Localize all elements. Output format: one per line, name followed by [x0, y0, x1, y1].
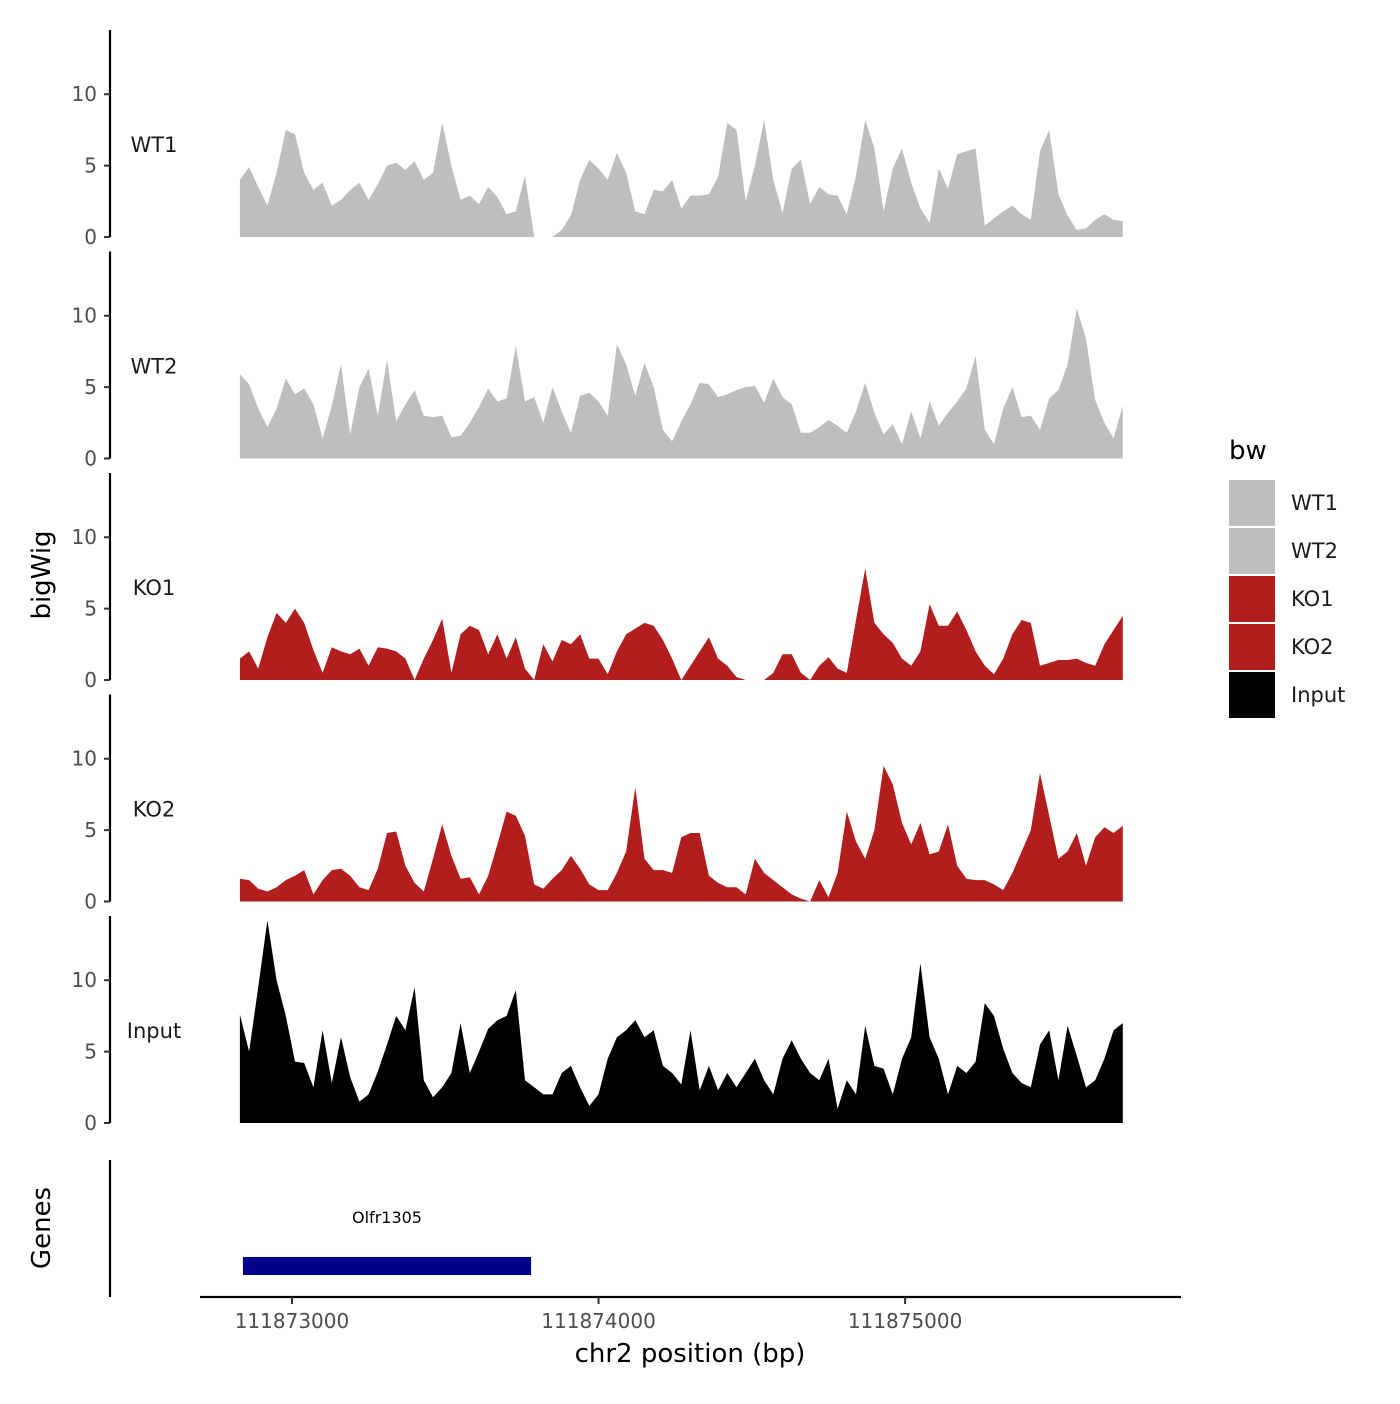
legend-item-input: Input — [1229, 672, 1345, 718]
y-tick-label-ko2-5: 5 — [84, 818, 97, 842]
legend-item-ko1: KO1 — [1229, 576, 1334, 622]
legend-swatch-ko2 — [1229, 624, 1275, 670]
y-tick-label-ko1-10: 10 — [72, 525, 97, 549]
track-input: 0 5 10 Input — [72, 916, 1123, 1135]
legend-label-ko2: KO2 — [1291, 635, 1334, 659]
genes-axis-title: Genes — [27, 1187, 57, 1269]
y-tick-label-wt1-10: 10 — [72, 82, 97, 106]
y-tick-label-input-0: 0 — [84, 1111, 97, 1135]
y-tick-label-wt1-0: 0 — [84, 225, 97, 249]
legend-item-wt2: WT2 — [1229, 528, 1338, 574]
track-label-input: Input — [127, 1019, 181, 1043]
y-axis-title: bigWig — [27, 530, 57, 619]
x-tick-label-111874000: 111874000 — [541, 1309, 656, 1333]
legend-title: bw — [1229, 436, 1267, 466]
legend-label-input: Input — [1291, 683, 1345, 707]
track-ko1: 0 5 10 KO1 — [72, 473, 1123, 692]
track-label-wt1: WT1 — [131, 133, 178, 157]
x-tick-label-111873000: 111873000 — [235, 1309, 350, 1333]
y-tick-label-ko1-0: 0 — [84, 668, 97, 692]
track-label-ko1: KO1 — [133, 576, 176, 600]
track-wt2: 0 5 10 WT2 — [72, 251, 1123, 471]
track-ko2: 0 5 10 KO2 — [72, 694, 1123, 914]
legend-label-wt1: WT1 — [1291, 491, 1338, 515]
y-tick-label-ko2-10: 10 — [72, 747, 97, 771]
y-tick-label-wt2-0: 0 — [84, 447, 97, 471]
legend-label-ko1: KO1 — [1291, 587, 1334, 611]
genes-layer: Olfr1305 — [108, 1160, 532, 1297]
legend-swatch-wt1 — [1229, 480, 1275, 526]
tracks-layer: 0 5 10 WT1 0 5 10 WT2 0 5 10 KO1 0 5 10 KO2 0 5 10 Input — [72, 30, 1123, 1135]
track-label-wt2: WT2 — [131, 355, 178, 379]
gene-olfr1305: Olfr1305 — [242, 1208, 532, 1275]
legend-swatch-wt2 — [1229, 528, 1275, 574]
legend-label-wt2: WT2 — [1291, 539, 1338, 563]
track-wt1: 0 5 10 WT1 — [72, 30, 1123, 249]
y-tick-label-wt1-5: 5 — [84, 154, 97, 178]
track-label-ko2: KO2 — [133, 798, 176, 822]
legend-swatch-input — [1229, 672, 1275, 718]
legend: bw WT1 WT2 KO1 KO2 Input — [1229, 436, 1345, 718]
series-area-ko2 — [239, 765, 1123, 902]
y-tick-label-ko1-5: 5 — [84, 597, 97, 621]
y-tick-label-ko2-0: 0 — [84, 890, 97, 914]
series-area-wt2 — [239, 308, 1123, 459]
y-tick-label-wt2-5: 5 — [84, 375, 97, 399]
x-axis: 111873000 111874000 111875000 — [200, 1295, 1181, 1333]
gene-bar-olfr1305 — [242, 1257, 532, 1275]
legend-item-ko2: KO2 — [1229, 624, 1334, 670]
series-area-input — [239, 920, 1123, 1123]
y-tick-label-wt2-10: 10 — [72, 304, 97, 328]
x-axis-title: chr2 position (bp) — [575, 1339, 806, 1369]
y-tick-label-input-10: 10 — [72, 968, 97, 992]
x-tick-label-111875000: 111875000 — [848, 1309, 963, 1333]
legend-swatch-ko1 — [1229, 576, 1275, 622]
gene-label-olfr1305: Olfr1305 — [352, 1208, 422, 1227]
series-area-wt1 — [239, 119, 1123, 237]
series-area-ko1 — [239, 568, 1123, 680]
legend-item-wt1: WT1 — [1229, 480, 1338, 526]
y-tick-label-input-5: 5 — [84, 1040, 97, 1064]
